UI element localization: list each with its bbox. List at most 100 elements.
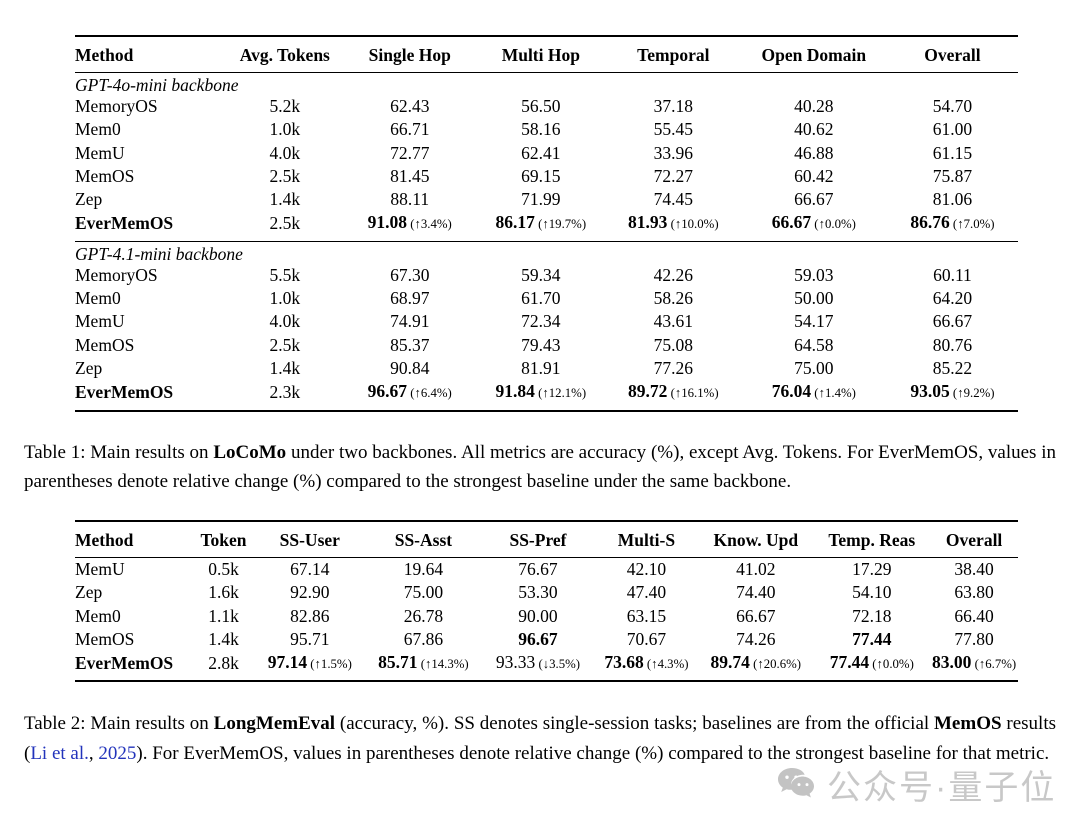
caption-bold-text: LoCoMo	[213, 441, 287, 463]
value-cell: 91.84 (↑12.1%)	[476, 380, 606, 410]
value-cell: 75.00	[403, 582, 444, 603]
value-cell: 58.16	[521, 119, 561, 140]
value-cell: 74.26	[736, 628, 776, 649]
wechat-icon	[778, 767, 814, 797]
value-cell: 77.80	[954, 628, 994, 649]
value-cell: 1.6k	[208, 582, 239, 603]
method-cell: MemoryOS	[75, 264, 158, 285]
value-cell: 59.03	[794, 264, 834, 285]
table2-container: Method Token SS-User SS-Asst SS-Pref Multi-S K…	[0, 519, 1080, 683]
caption-text: (accuracy, %). SS denotes single-session…	[335, 713, 934, 735]
value-cell: 67.86	[403, 628, 444, 649]
value-cell: 61.70	[521, 288, 561, 309]
metric-value: 97.14	[267, 652, 308, 673]
relative-change-note: (↑0.0%)	[869, 657, 914, 672]
value-cell: 1.4k	[208, 628, 239, 649]
table-row: MemOS 2.5k 81.45 69.15 72.27 60.42 75.87	[75, 165, 1018, 188]
value-cell: 40.62	[794, 119, 834, 140]
value-cell: 90.84	[390, 357, 430, 378]
metric-value: 91.08	[367, 212, 408, 233]
method-cell: Mem0	[75, 288, 121, 309]
metric-value: 91.84	[495, 381, 535, 402]
citation-link[interactable]: 2025	[98, 742, 137, 764]
value-cell: 59.34	[521, 264, 561, 285]
relative-change-note: (↑1.4%)	[811, 386, 856, 401]
relative-change-note: (↑14.3%)	[417, 657, 469, 672]
table-row: EverMemOS 2.8k 97.14 (↑1.5%) 85.71 (↑14.3%)…	[75, 651, 1018, 681]
table-row: MemOS 2.5k 85.37 79.43 75.08 64.58 80.76	[75, 334, 1018, 357]
value-cell: 60.42	[794, 165, 834, 186]
value-cell: 81.91	[521, 357, 561, 378]
column-header: Method	[75, 45, 134, 65]
column-header: Token	[200, 529, 247, 550]
value-cell: 92.90	[290, 582, 330, 603]
watermark-text: 公众号·量子位	[827, 769, 1057, 807]
table-row: Mem0 1.0k 66.71 58.16 55.45 40.62 61.00	[75, 118, 1018, 141]
value-cell: 83.00 (↑6.7%)	[930, 651, 1018, 681]
relative-change-note: (↑10.0%)	[667, 217, 719, 232]
caption-text: Table 2: Main results on	[24, 713, 214, 735]
relative-change-note: (↓3.5%)	[535, 657, 581, 672]
metric-value: 83.00	[932, 652, 972, 673]
table1-caption: Table 1: Main results on LoCoMo under tw…	[0, 438, 1080, 496]
method-cell: EverMemOS	[75, 382, 174, 403]
method-cell: Zep	[75, 189, 103, 210]
column-header: Know. Upd	[713, 529, 799, 550]
table-row: MemOS 1.4k 95.71 67.86 96.67 70.67 74.26 77.44 7…	[75, 628, 1018, 651]
value-cell: 77.44 (↑0.0%)	[813, 651, 930, 681]
value-cell: 66.67	[932, 311, 973, 332]
header-row: Method Token SS-User SS-Asst SS-Pref Multi-S K…	[75, 521, 1018, 558]
metric-value: 66.67	[771, 212, 812, 233]
relative-change-note: (↑1.5%)	[307, 657, 352, 672]
citation-link[interactable]: Li et al.	[30, 742, 89, 764]
metric-value: 96.67	[367, 381, 408, 402]
metric-value: 85.71	[378, 652, 418, 673]
qbitai-watermark: 公众号·量子位	[776, 760, 1056, 809]
method-cell: Zep	[75, 357, 103, 378]
header-row: Method Avg. Tokens Single Hop Multi Hop Temp…	[75, 36, 1018, 73]
value-cell: 72.77	[390, 142, 430, 163]
longmemeval-results-table: Method Token SS-User SS-Asst SS-Pref Multi-S K…	[75, 519, 1018, 683]
value-cell: 82.86	[290, 605, 330, 626]
value-cell: 55.45	[653, 119, 693, 140]
value-cell: 74.45	[653, 189, 693, 210]
value-cell: 1.1k	[208, 605, 239, 626]
relative-change-note: (↑6.4%)	[407, 386, 452, 401]
value-cell: 5.2k	[269, 96, 301, 116]
method-cell: EverMemOS	[75, 653, 174, 674]
backbone-section-label: GPT-4o-mini backbone	[75, 75, 239, 95]
table-row: MemoryOS 5.5k 67.30 59.34 42.26 59.03 60.11	[75, 264, 1018, 287]
value-cell: 66.67	[736, 605, 776, 626]
relative-change-note: (↑9.2%)	[949, 386, 995, 401]
value-cell: 61.00	[932, 119, 973, 140]
metric-value: 77.44	[852, 628, 892, 649]
metric-value: 81.93	[628, 212, 668, 233]
relative-change-note: (↑19.7%)	[534, 217, 587, 232]
value-cell: 42.10	[626, 558, 667, 579]
value-cell: 64.58	[794, 334, 834, 355]
value-cell: 66.67	[794, 189, 834, 210]
value-cell: 86.76 (↑7.0%)	[887, 211, 1018, 241]
relative-change-note: (↑4.3%)	[643, 657, 689, 672]
value-cell: 2.5k	[269, 165, 301, 186]
value-cell: 77.44	[813, 628, 930, 651]
value-cell: 75.00	[794, 357, 834, 378]
table-row: Mem0 1.0k 68.97 61.70 58.26 50.00 64.20	[75, 287, 1018, 310]
backbone-section-row: GPT-4o-mini backbone	[75, 73, 1018, 96]
metric-value: 96.67	[518, 628, 558, 649]
table1-container: Method Avg. Tokens Single Hop Multi Hop Temp…	[0, 0, 1080, 412]
value-cell: 76.67	[518, 558, 558, 579]
value-cell: 2.8k	[208, 653, 239, 674]
column-header: Open Domain	[761, 45, 867, 65]
value-cell: 4.0k	[269, 311, 301, 332]
caption-text: under two backbones. All metrics are acc…	[24, 441, 1056, 492]
value-cell: 70.67	[626, 628, 667, 649]
value-cell: 72.27	[653, 165, 693, 186]
table-row: Zep 1.4k 90.84 81.91 77.26 75.00 85.22	[75, 357, 1018, 380]
value-cell: 91.08 (↑3.4%)	[344, 211, 476, 241]
value-cell: 85.22	[932, 357, 973, 378]
value-cell: 37.18	[653, 96, 693, 116]
value-cell: 96.67	[481, 628, 594, 651]
column-header: Temp. Reas	[828, 529, 916, 550]
